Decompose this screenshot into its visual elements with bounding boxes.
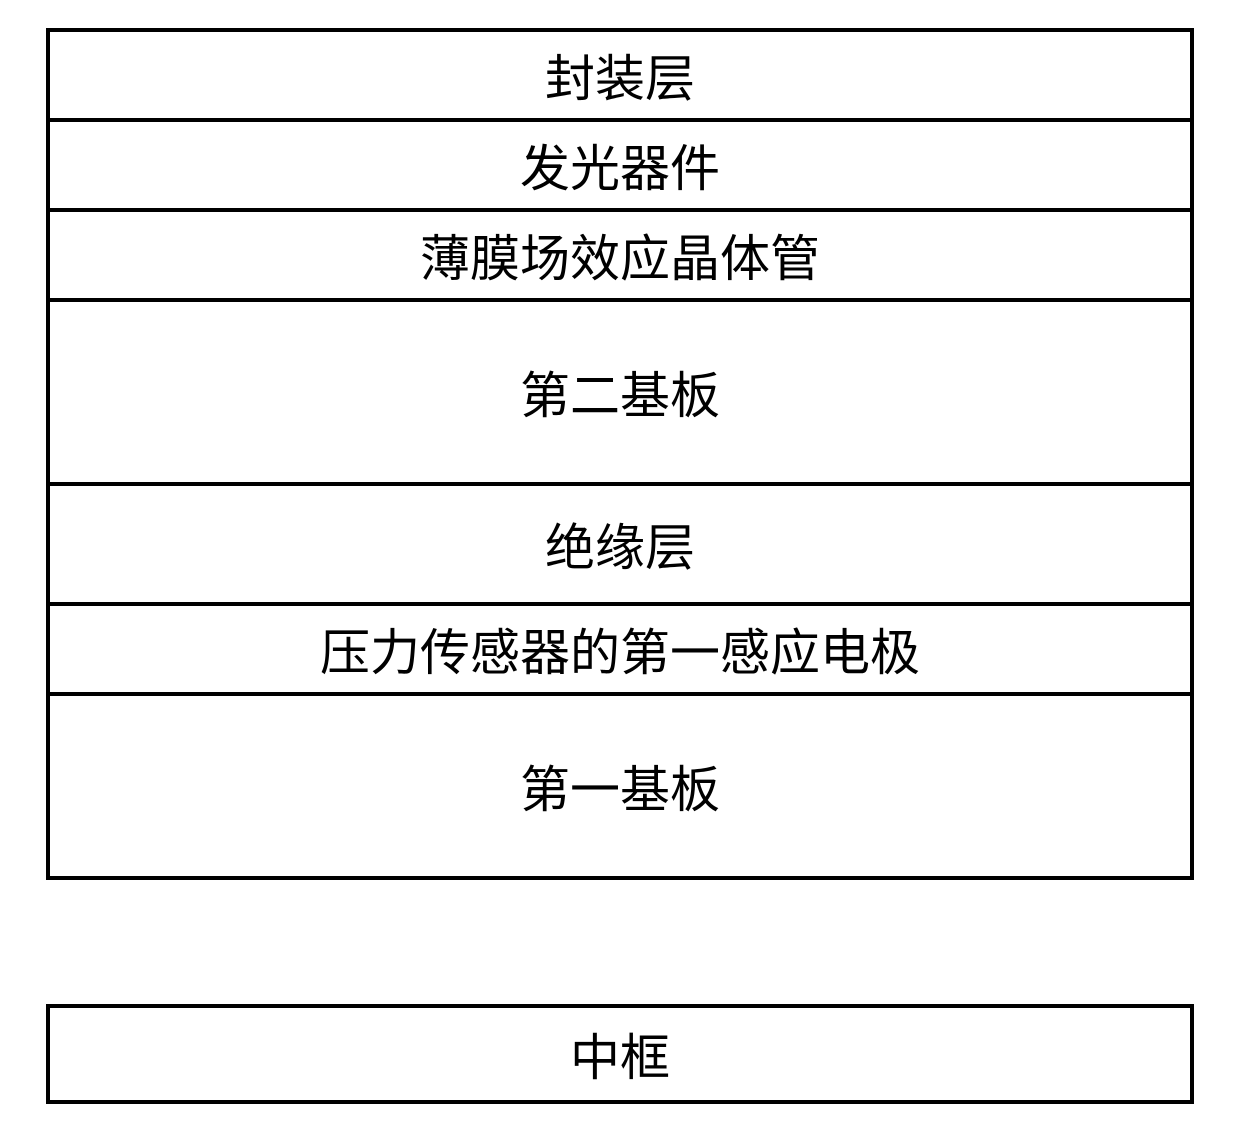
- layer-light-emitting-device: 发光器件: [46, 118, 1194, 212]
- middle-frame-label: 中框: [570, 1018, 670, 1090]
- layer-pressure-sensor-electrode: 压力传感器的第一感应电极: [46, 602, 1194, 696]
- layer-label: 压力传感器的第一感应电极: [320, 613, 920, 685]
- layer-label: 封装层: [545, 39, 695, 111]
- layer-second-substrate: 第二基板: [46, 298, 1194, 486]
- layer-stack: 封装层 发光器件 薄膜场效应晶体管 第二基板 绝缘层 压力传感器的第一感应电极 …: [46, 28, 1194, 880]
- layer-label: 薄膜场效应晶体管: [420, 219, 820, 291]
- layer-first-substrate: 第一基板: [46, 692, 1194, 880]
- layer-insulation: 绝缘层: [46, 482, 1194, 606]
- layer-label: 第一基板: [520, 750, 720, 822]
- layer-label: 发光器件: [520, 129, 720, 201]
- layer-thin-film-fet: 薄膜场效应晶体管: [46, 208, 1194, 302]
- layer-encapsulation: 封装层: [46, 28, 1194, 122]
- middle-frame-block: 中框: [46, 1004, 1194, 1104]
- layer-label: 绝缘层: [545, 508, 695, 580]
- layer-label: 第二基板: [520, 356, 720, 428]
